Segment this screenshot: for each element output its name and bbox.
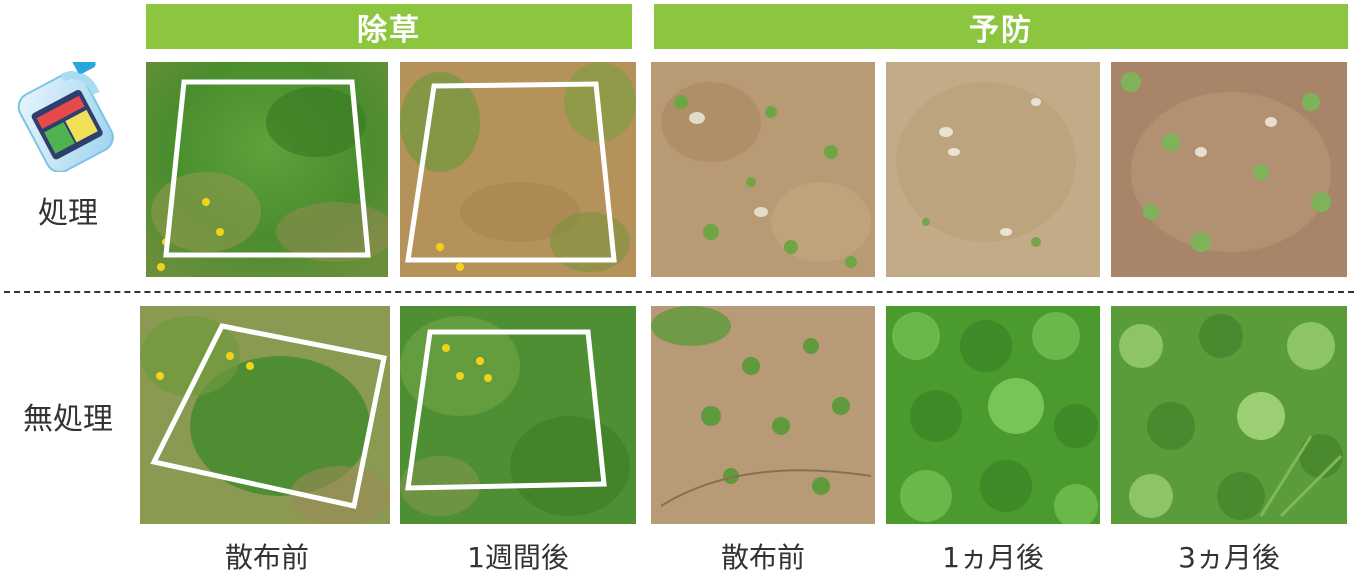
photo-untreated-prevention-before-spray bbox=[651, 306, 875, 524]
photo-treated-before-spray bbox=[146, 62, 388, 277]
caption-3-months-after: 3ヵ月後 bbox=[1178, 541, 1280, 574]
banner-prevention: 予防 bbox=[654, 4, 1348, 49]
row-label-untreated: 無処理 bbox=[23, 402, 113, 437]
row-divider bbox=[4, 291, 1354, 293]
caption-before-spray-prevention: 散布前 bbox=[720, 541, 805, 574]
caption-before-spray-weeding: 散布前 bbox=[224, 541, 309, 574]
caption-1-month-after: 1ヵ月後 bbox=[942, 541, 1044, 574]
photo-untreated-1-week-after bbox=[400, 306, 636, 524]
banner-weeding: 除草 bbox=[146, 4, 632, 49]
row-label-treated: 処理 bbox=[38, 196, 98, 231]
photo-untreated-before-spray bbox=[140, 306, 390, 524]
caption-1-week-after: 1週間後 bbox=[467, 541, 569, 574]
photo-untreated-1-month-after bbox=[886, 306, 1100, 524]
photo-treated-1-month-after bbox=[886, 62, 1100, 277]
photo-treated-1-week-after bbox=[400, 62, 636, 277]
photo-treated-3-months-after bbox=[1111, 62, 1347, 277]
herbicide-bottle-icon bbox=[12, 51, 130, 176]
photo-treated-prevention-before-spray bbox=[651, 62, 875, 277]
photo-untreated-3-months-after bbox=[1111, 306, 1347, 524]
